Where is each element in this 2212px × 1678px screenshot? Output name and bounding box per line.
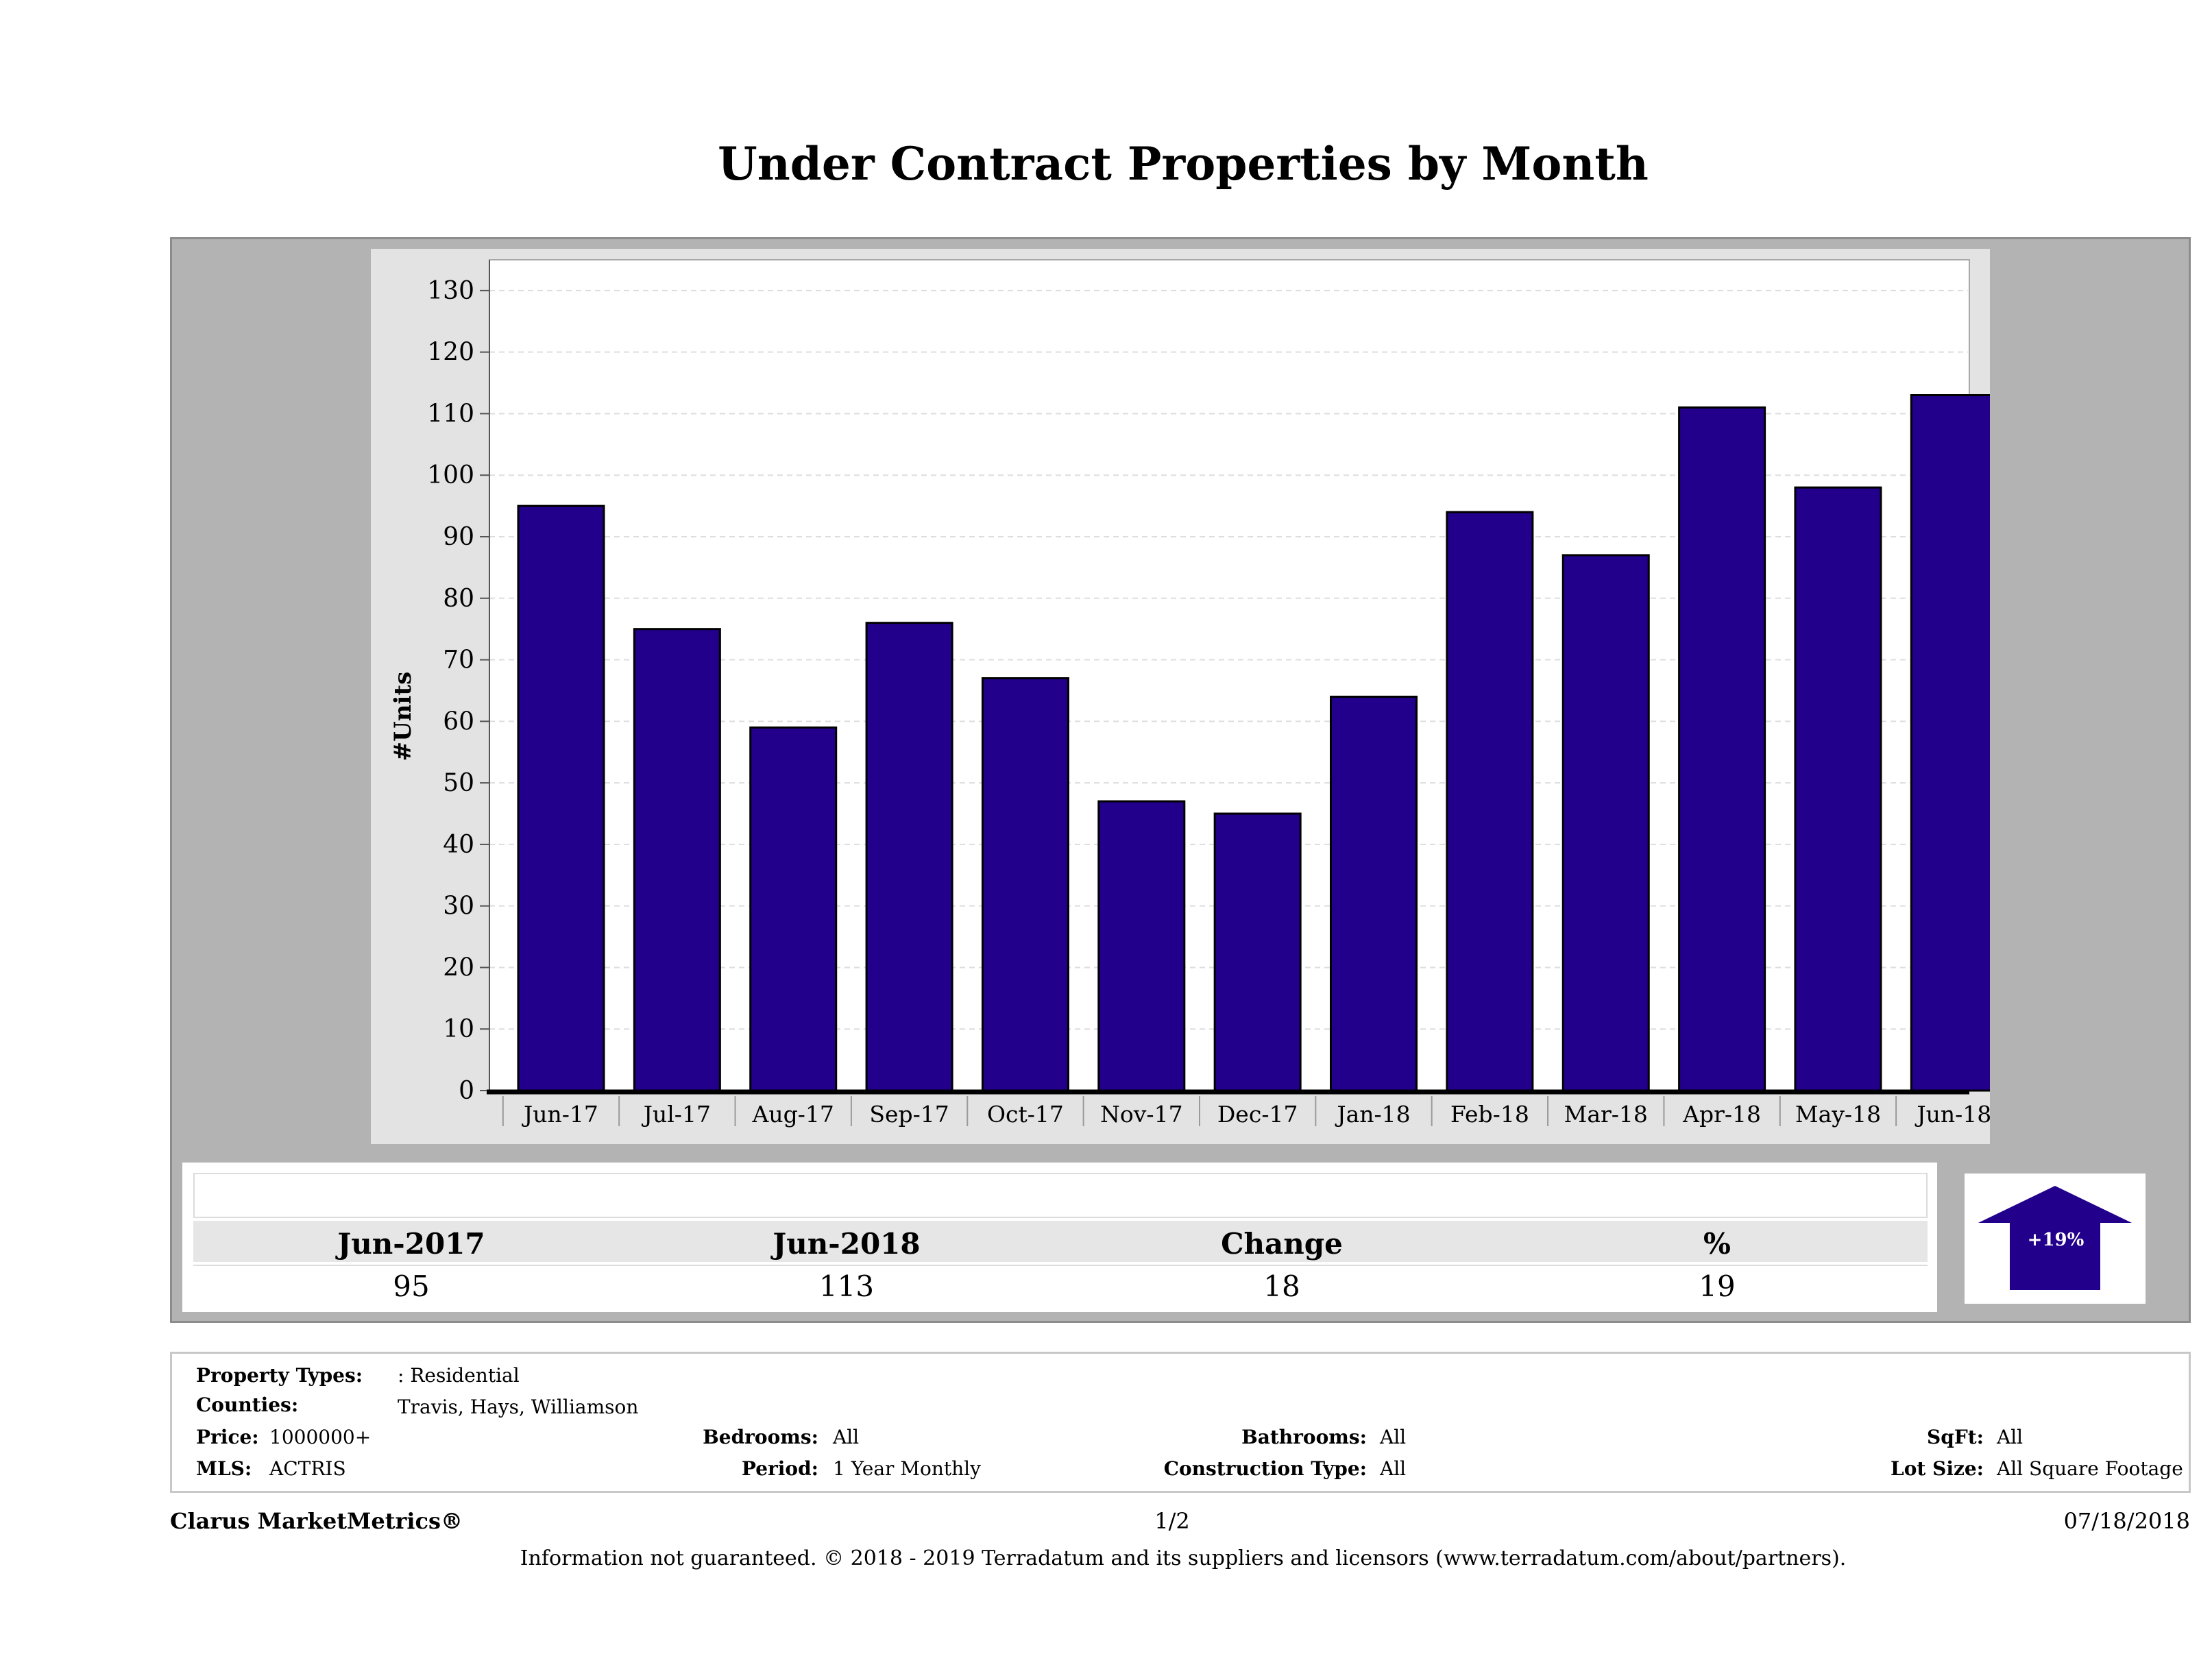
filter-counties-value: Travis, Hays, Williamson <box>398 1396 639 1418</box>
summary-value-end: 113 <box>818 1269 875 1303</box>
y-tick-label: 70 <box>443 646 474 674</box>
bar <box>865 622 953 1092</box>
y-tick-label: 60 <box>443 707 474 735</box>
y-tick-label: 20 <box>443 953 474 982</box>
filter-bathrooms-label: Bathrooms: <box>1241 1426 1367 1448</box>
filter-period-label: Period: <box>741 1457 818 1480</box>
x-tick-label: Nov-17 <box>1100 1101 1183 1128</box>
filter-mls-label: MLS: <box>196 1457 252 1480</box>
chart-frame: 0 10 20 30 40 50 60 70 80 90 100 110 120 130 #Units Jun… <box>371 249 1990 1144</box>
filter-bathrooms-value: All <box>1380 1426 1407 1448</box>
y-tick-label: 130 <box>427 277 474 305</box>
x-tick-label: Jul-17 <box>642 1101 711 1128</box>
bar <box>1678 406 1766 1092</box>
x-tick-label: Oct-17 <box>987 1101 1064 1128</box>
filter-property-types-value: : Residential <box>398 1364 520 1387</box>
y-tick-label: 120 <box>427 339 474 367</box>
filter-counties-label: Counties: <box>196 1394 299 1416</box>
page-title: Under Contract Properties by Month <box>718 137 1649 191</box>
footer-brand: Clarus MarketMetrics® <box>170 1508 463 1534</box>
bar <box>1794 486 1882 1092</box>
summary-header-start: Jun-2017 <box>337 1227 485 1261</box>
y-tick-label: 50 <box>443 769 474 797</box>
filter-sqft-value: All <box>1997 1426 2023 1448</box>
filter-period-value: 1 Year Monthly <box>833 1457 981 1480</box>
y-tick-label: 40 <box>443 831 474 859</box>
x-tick-label: Jun-17 <box>522 1101 598 1128</box>
bar <box>1561 554 1650 1092</box>
filter-price-value: 1000000+ <box>269 1426 372 1448</box>
x-tick-label: Feb-18 <box>1450 1101 1529 1128</box>
filter-criteria <box>170 1352 2191 1493</box>
y-axis-label: #Units <box>389 672 417 762</box>
y-tick-label: 30 <box>443 892 474 921</box>
filter-sqft-label: SqFt: <box>1927 1426 1984 1448</box>
x-tick-label: Mar-18 <box>1564 1101 1648 1128</box>
summary-value-change: 18 <box>1263 1269 1300 1303</box>
x-tick-label: Jun-18 <box>1915 1101 1990 1128</box>
bar <box>1446 511 1534 1092</box>
y-tick-label: 90 <box>443 523 474 551</box>
bar <box>633 628 721 1092</box>
bar <box>749 726 838 1092</box>
filter-bedrooms-value: All <box>833 1426 860 1448</box>
filter-construction-label: Construction Type: <box>1163 1457 1367 1480</box>
y-tick-label: 0 <box>459 1077 474 1105</box>
summary-header-change: Change <box>1221 1227 1343 1261</box>
summary-value-row <box>193 1265 1928 1306</box>
summary-header-end: Jun-2018 <box>773 1227 921 1261</box>
footer-disclaimer: Information not guaranteed. © 2018 - 201… <box>520 1546 1847 1570</box>
x-tick-label: Apr-18 <box>1682 1101 1761 1128</box>
summary-header-percent: % <box>1703 1227 1731 1261</box>
footer-date: 07/18/2018 <box>2063 1508 2190 1534</box>
bar <box>1910 394 1990 1092</box>
bar <box>1213 812 1302 1092</box>
summary-value-percent: 19 <box>1699 1269 1736 1303</box>
bar <box>1330 695 1418 1092</box>
y-tick-label: 10 <box>443 1015 474 1043</box>
summary-header-blank <box>193 1173 1928 1218</box>
y-tick-label: 100 <box>427 461 474 489</box>
bar-chart: 0 10 20 30 40 50 60 70 80 90 100 110 120 130 #Units Jun… <box>389 259 1990 1128</box>
change-badge-label: +19% <box>2027 1230 2085 1250</box>
filter-construction-value: All <box>1380 1457 1407 1480</box>
y-tick-label: 80 <box>443 585 474 613</box>
x-tick-label: Jan-18 <box>1335 1101 1410 1128</box>
x-tick-label: May-18 <box>1795 1101 1881 1128</box>
summary-header-row <box>193 1221 1928 1262</box>
summary-value-start: 95 <box>393 1269 430 1303</box>
footer-page-number: 1/2 <box>1154 1508 1190 1534</box>
change-badge-box <box>1965 1174 2146 1304</box>
filter-price-label: Price: <box>196 1426 259 1448</box>
bar <box>1097 800 1186 1092</box>
filter-bedrooms-label: Bedrooms: <box>703 1426 818 1448</box>
bar <box>517 504 605 1092</box>
arrow-up-icon <box>1978 1186 2132 1290</box>
filter-lot-size-value: All Square Footage <box>1997 1457 2183 1480</box>
x-tick-label: Dec-17 <box>1217 1101 1298 1128</box>
bar <box>981 677 1069 1092</box>
filter-property-types-label: Property Types: <box>196 1364 363 1387</box>
filter-lot-size-label: Lot Size: <box>1891 1457 1984 1480</box>
x-tick-label: Sep-17 <box>869 1101 949 1128</box>
y-tick-label: 110 <box>427 400 474 428</box>
filter-mls-value: ACTRIS <box>269 1457 346 1480</box>
x-tick-label: Aug-17 <box>752 1101 834 1128</box>
